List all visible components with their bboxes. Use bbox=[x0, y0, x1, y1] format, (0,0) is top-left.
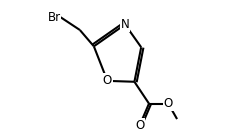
Text: O: O bbox=[103, 74, 112, 87]
Text: N: N bbox=[121, 18, 130, 31]
Text: O: O bbox=[164, 97, 173, 110]
Text: O: O bbox=[135, 119, 144, 132]
Text: Br: Br bbox=[47, 11, 61, 24]
